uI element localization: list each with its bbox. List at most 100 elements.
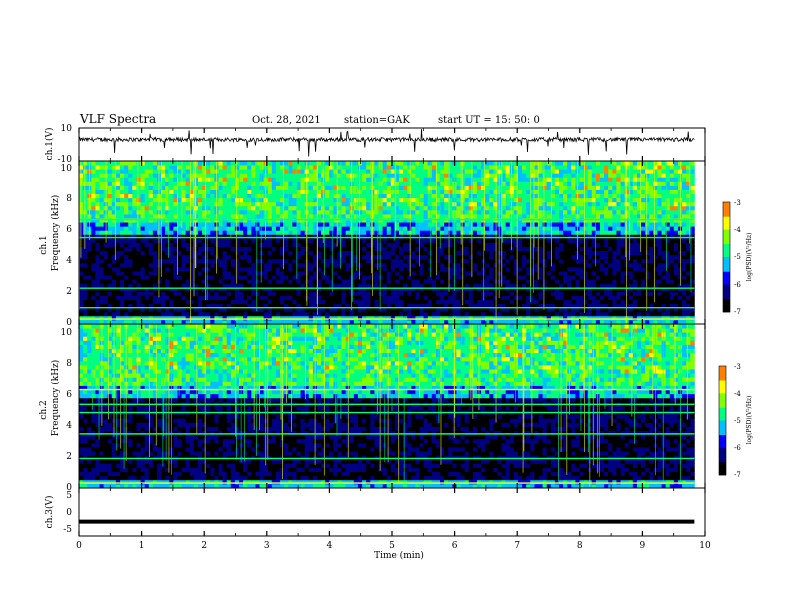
spectrogram-cell [95, 315, 100, 321]
spectrogram-cell [280, 242, 285, 247]
spectrogram-cell [595, 230, 601, 235]
spectrogram-cell [534, 295, 539, 300]
spectrogram-cell [325, 205, 330, 211]
spectrogram-cell [423, 189, 429, 195]
spectrogram-cell [558, 242, 564, 247]
spectrogram-cell [476, 303, 482, 309]
spectrogram-cell [485, 193, 490, 199]
spectrogram-cell [444, 266, 449, 272]
spectrogram-cell [542, 315, 548, 321]
spectrogram-cell [419, 319, 424, 325]
spectrogram-cell [665, 295, 671, 300]
spectrogram-cell [677, 287, 683, 292]
spectrogram-cell [357, 275, 363, 280]
spectrogram-cell [497, 258, 502, 264]
spectrogram-cell [579, 193, 584, 199]
spectrogram-cell [554, 234, 560, 239]
spectrogram-cell [493, 283, 498, 288]
ch1-waveform-ticks [78, 128, 706, 161]
spectrogram-cell [641, 311, 646, 317]
spectrogram-cell [558, 275, 564, 280]
spectrogram-cell [185, 209, 191, 215]
spectrogram-cell [673, 254, 679, 260]
spectrogram-cell [677, 295, 683, 300]
spectrogram-cell [427, 197, 433, 203]
spectrogram-cell [136, 295, 141, 300]
spectrogram-cell [128, 303, 133, 309]
spectrogram-cell [550, 319, 556, 325]
spectrogram-cell [526, 258, 531, 264]
spectrogram-cell [554, 209, 560, 215]
spectrogram-cell [251, 226, 256, 231]
spectrogram-cell [600, 226, 605, 231]
spectrogram-cell [111, 287, 117, 292]
spectrogram-cell [558, 234, 564, 239]
spectrogram-cell [152, 205, 158, 211]
spectrogram-cell [259, 315, 265, 321]
spectrogram-cell [669, 279, 675, 284]
spectrogram-cell [247, 291, 252, 296]
spectrogram-cell [624, 222, 630, 227]
spectrogram-cell [173, 291, 178, 296]
spectrogram-cell [513, 254, 519, 260]
spectrogram-cell [649, 303, 654, 309]
spectrogram-cell [604, 279, 609, 284]
spectrogram-cell [481, 307, 486, 313]
spectrogram-cell [632, 242, 638, 247]
spectrogram-cell [345, 307, 351, 313]
spectrogram-cell [636, 266, 642, 272]
spectrogram-cell [472, 303, 478, 309]
spectrogram-cell [382, 246, 388, 252]
spectrogram-cell [378, 287, 383, 292]
spectrogram-cell [616, 271, 621, 276]
spectrogram-cell [669, 213, 675, 219]
spectrogram-cell [275, 197, 281, 203]
spectrogram-cell [427, 291, 433, 296]
spectrogram-cell [468, 319, 474, 325]
spectrogram-cell [374, 209, 379, 215]
spectrogram-cell [247, 311, 252, 317]
spectrogram-cell [124, 279, 129, 284]
spectrogram-cell [686, 315, 691, 321]
spectrogram-cell [95, 189, 100, 195]
spectrogram-cell [128, 283, 133, 288]
spectrogram-cell [238, 283, 244, 288]
spectrogram-cell [115, 193, 121, 199]
spectrogram-cell [604, 238, 609, 243]
spectrogram-cell [682, 262, 687, 268]
spectrogram-cell [218, 262, 223, 268]
spectrogram-cell [509, 197, 515, 203]
spectrogram-cell [107, 234, 113, 239]
spectrogram-cell [485, 197, 490, 203]
spectrogram-cell [95, 287, 100, 292]
spectrogram-cell [468, 238, 474, 243]
spectrogram-cell [513, 315, 519, 321]
spectrogram-cell [509, 303, 515, 309]
spectrogram-cell [686, 287, 691, 292]
spectrogram-cell [435, 201, 441, 207]
spectrogram-cell [99, 275, 105, 280]
spectrogram-cell [136, 209, 141, 215]
spectrogram-cell [83, 238, 88, 243]
spectrogram-cell [505, 234, 511, 239]
spectrogram-cell [222, 213, 228, 219]
spectrogram-cell [181, 279, 187, 284]
spectrogram-cell [210, 299, 215, 305]
spectrogram-cell [329, 279, 334, 284]
spectrogram-cell [202, 205, 207, 211]
spectrogram-cell [275, 262, 281, 268]
spectrogram-cell [497, 319, 502, 325]
spectrogram-cell [468, 283, 474, 288]
spectrogram-cell [558, 209, 564, 215]
spectrogram-cell [550, 266, 556, 272]
spectrogram-cell [378, 319, 383, 325]
spectrogram-cell [140, 307, 146, 313]
spectrogram-cell [132, 307, 137, 313]
spectrogram-cell [148, 230, 154, 235]
spectrogram-cell [275, 205, 281, 211]
spectrogram-cell [202, 238, 207, 243]
spectrogram-cell [230, 291, 236, 296]
spectrogram-cell [280, 319, 285, 325]
spectrogram-cell [234, 209, 240, 215]
spectrogram-cell [140, 258, 146, 264]
